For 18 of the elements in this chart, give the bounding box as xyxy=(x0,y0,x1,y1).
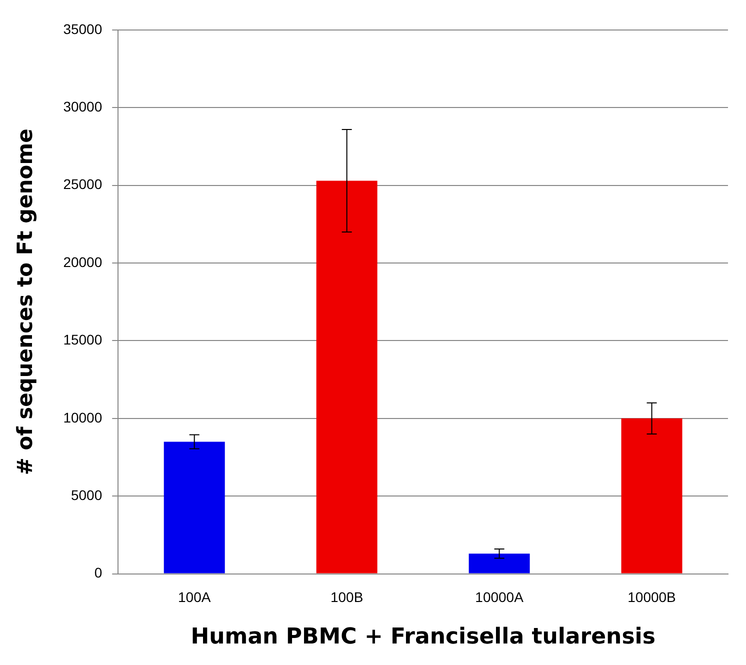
x-tick-label: 10000B xyxy=(628,589,676,606)
y-tick-label: 0 xyxy=(94,564,102,581)
bar xyxy=(621,418,682,574)
y-tick-label: 25000 xyxy=(63,176,102,192)
bar xyxy=(316,180,378,574)
y-tick-label: 30000 xyxy=(63,98,102,115)
y-tick-label: 10000 xyxy=(63,409,102,426)
y-tick-label: 20000 xyxy=(63,254,102,270)
y-tick-label: 35000 xyxy=(63,20,102,37)
x-tick-label: 100A xyxy=(178,589,212,606)
x-tick-label: 10000A xyxy=(475,589,524,606)
bar xyxy=(164,442,225,574)
x-axis-title: Human PBMC + Francisella tularensis xyxy=(190,624,656,650)
x-tick-label: 100B xyxy=(330,589,364,606)
y-tick-label: 15000 xyxy=(63,332,102,348)
y-tick-label: 5000 xyxy=(70,486,102,503)
bar xyxy=(468,554,530,574)
y-axis-title: # of sequences to Ft genome xyxy=(13,128,38,476)
